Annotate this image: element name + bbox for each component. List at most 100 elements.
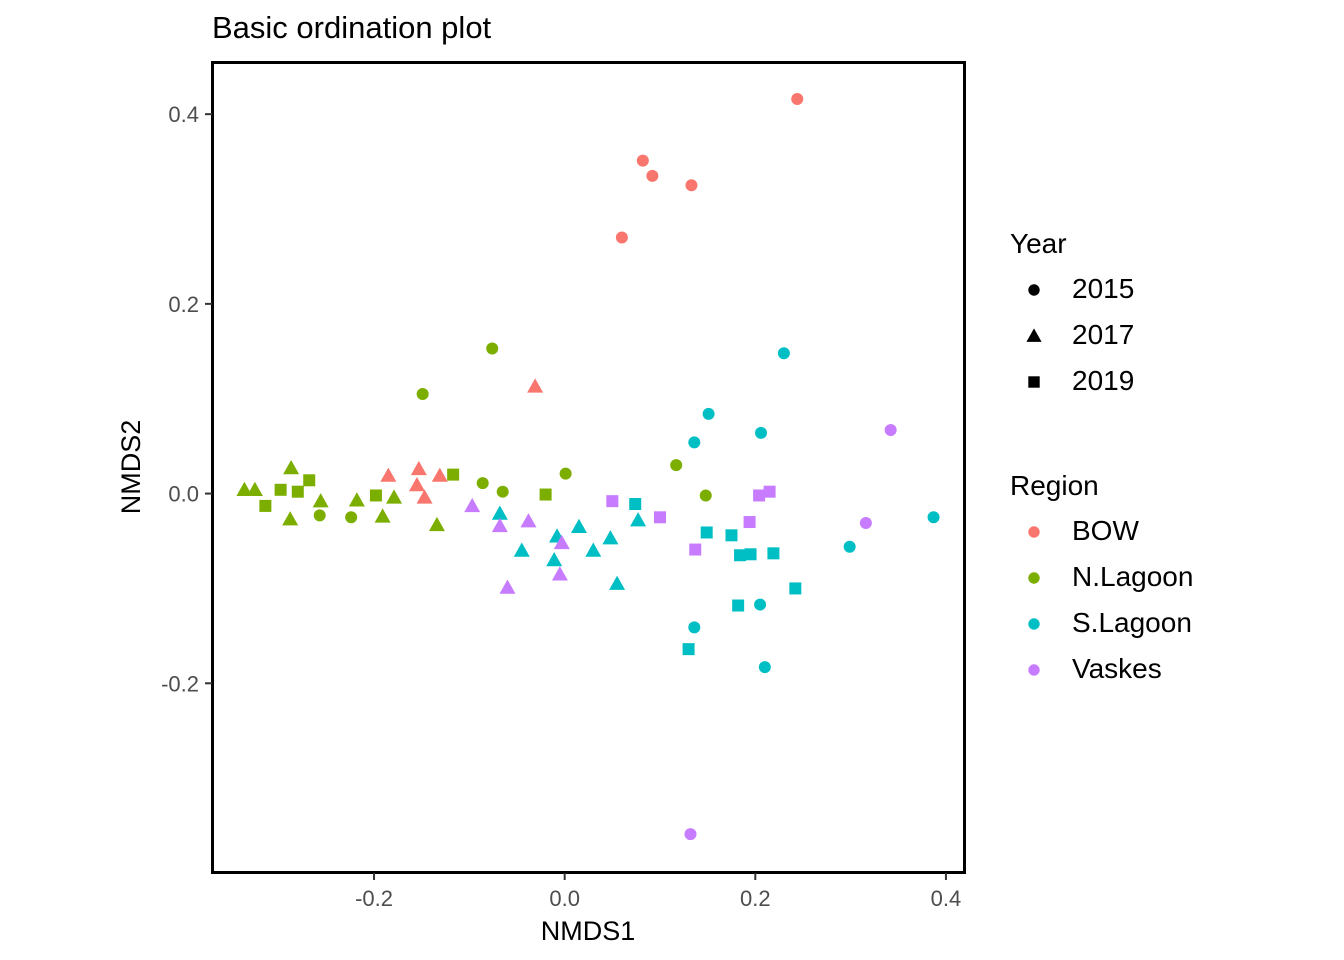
x-tick-label: 0.2 bbox=[740, 886, 771, 911]
data-point bbox=[570, 518, 587, 534]
data-point bbox=[755, 426, 768, 439]
data-point bbox=[767, 547, 780, 560]
data-point bbox=[743, 516, 756, 529]
data-point bbox=[408, 477, 425, 492]
data-point bbox=[274, 483, 287, 496]
data-point bbox=[585, 542, 602, 557]
data-point bbox=[763, 485, 776, 498]
plot-panel bbox=[211, 61, 966, 874]
data-point bbox=[606, 495, 619, 508]
data-point bbox=[348, 492, 365, 507]
data-point bbox=[416, 489, 433, 504]
x-axis: -0.2 0.0 0.2 0.4 bbox=[355, 873, 961, 911]
legend-key-circle-icon bbox=[1010, 646, 1058, 692]
data-point bbox=[859, 516, 872, 529]
data-point bbox=[312, 493, 329, 508]
data-point bbox=[734, 549, 747, 562]
data-point bbox=[684, 828, 697, 841]
legend-label: S.Lagoon bbox=[1072, 607, 1192, 638]
region-legend: Region BOW N.Lagoon S.Lagoon Vaskes bbox=[1010, 470, 1193, 692]
legend-item: BOW bbox=[1010, 508, 1193, 554]
x-tick-label: 0.4 bbox=[931, 886, 962, 911]
data-point bbox=[688, 621, 701, 634]
data-point bbox=[539, 488, 552, 501]
data-point bbox=[283, 459, 300, 475]
data-point bbox=[700, 526, 713, 539]
legend-label: N.Lagoon bbox=[1072, 561, 1194, 592]
data-point bbox=[689, 543, 702, 556]
data-point bbox=[688, 436, 701, 449]
legend-label: 2015 bbox=[1072, 273, 1135, 304]
data-point bbox=[602, 530, 619, 545]
data-point bbox=[670, 459, 683, 472]
data-point bbox=[416, 387, 429, 400]
legend-item: S.Lagoon bbox=[1010, 600, 1193, 646]
data-point bbox=[753, 489, 766, 502]
data-point bbox=[789, 582, 802, 595]
y-tick-label: 0.2 bbox=[168, 292, 199, 317]
data-point bbox=[410, 460, 427, 476]
region-legend-title: Region bbox=[1010, 470, 1099, 501]
data-point bbox=[636, 154, 649, 167]
data-point bbox=[699, 489, 712, 502]
data-point bbox=[843, 540, 856, 553]
data-point bbox=[380, 467, 397, 482]
data-point bbox=[345, 511, 358, 524]
legend-label: Vaskes bbox=[1072, 653, 1162, 684]
data-point bbox=[447, 468, 460, 481]
data-point bbox=[653, 511, 666, 524]
data-point bbox=[303, 474, 316, 487]
data-point bbox=[629, 498, 642, 511]
data-point bbox=[725, 529, 738, 542]
y-tick-label: 0.4 bbox=[168, 102, 199, 127]
data-point bbox=[615, 231, 628, 244]
data-point bbox=[464, 497, 481, 513]
data-point bbox=[496, 485, 509, 498]
data-point bbox=[744, 548, 757, 561]
data-point bbox=[553, 534, 570, 550]
data-point bbox=[551, 566, 568, 581]
legend-key-triangle-icon bbox=[1010, 312, 1058, 358]
legend-label: BOW bbox=[1072, 515, 1139, 546]
data-point bbox=[369, 489, 382, 502]
legend-item: 2019 bbox=[1010, 358, 1134, 404]
year-legend-title: Year bbox=[1010, 228, 1067, 259]
legend-label: 2017 bbox=[1072, 319, 1135, 350]
data-point bbox=[499, 579, 516, 594]
data-point bbox=[646, 169, 659, 182]
data-point bbox=[685, 179, 698, 192]
data-point bbox=[702, 407, 715, 420]
data-point bbox=[291, 485, 304, 498]
legend-item: Vaskes bbox=[1010, 646, 1193, 692]
data-points bbox=[236, 92, 940, 841]
legend-key-circle-icon bbox=[1010, 266, 1058, 312]
data-point bbox=[491, 505, 508, 520]
data-point bbox=[513, 542, 530, 557]
data-point bbox=[386, 489, 403, 504]
x-axis-title: NMDS1 bbox=[541, 916, 636, 946]
y-tick-label: 0.0 bbox=[168, 482, 199, 507]
data-point bbox=[476, 477, 489, 490]
y-tick-label: -0.2 bbox=[161, 671, 199, 696]
legend-item: 2015 bbox=[1010, 266, 1134, 312]
legend-item: 2017 bbox=[1010, 312, 1134, 358]
data-point bbox=[559, 467, 572, 480]
data-point bbox=[546, 551, 563, 567]
y-axis-title: NMDS2 bbox=[116, 420, 146, 515]
data-point bbox=[791, 92, 804, 105]
legend-key-circle-icon bbox=[1010, 508, 1058, 554]
data-point bbox=[246, 481, 263, 497]
data-point bbox=[259, 499, 272, 512]
year-legend: Year 2015 2017 2019 bbox=[1010, 228, 1134, 404]
legend-key-square-icon bbox=[1010, 358, 1058, 404]
data-point bbox=[527, 378, 544, 393]
data-point bbox=[486, 342, 499, 355]
y-axis: -0.2 0.0 0.2 0.4 bbox=[161, 102, 212, 696]
legend-key-circle-icon bbox=[1010, 600, 1058, 646]
data-point bbox=[630, 512, 647, 527]
data-point bbox=[732, 599, 745, 612]
data-point bbox=[282, 511, 299, 526]
data-point bbox=[609, 575, 626, 590]
data-point bbox=[927, 511, 940, 524]
